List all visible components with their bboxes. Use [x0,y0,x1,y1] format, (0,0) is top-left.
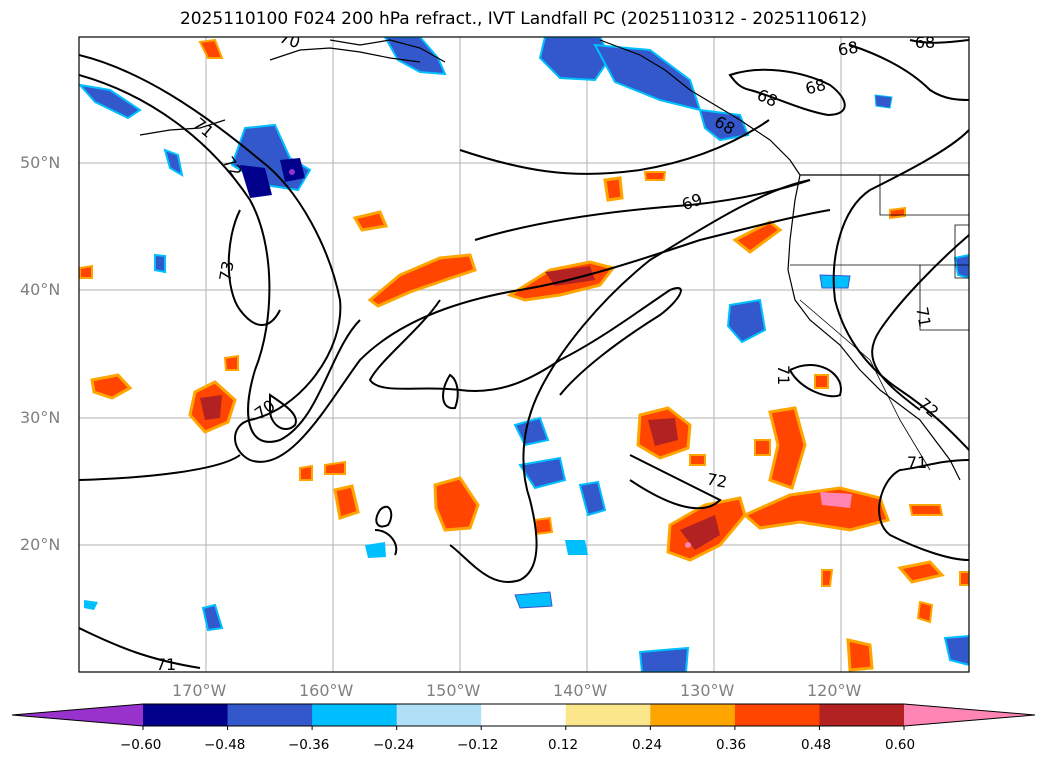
lat-label-30: 30°N [20,408,61,427]
contour-label: 70 [277,27,303,52]
contour-label: 71 [912,305,934,328]
colorbar-segment [396,704,482,726]
lon-label-140w: 140°W [553,681,608,700]
lat-label-40: 40°N [20,280,61,299]
colorbar [11,703,1036,730]
colorbar-segment [143,704,229,726]
colorbar-tick-label: 0.60 [885,737,916,753]
contour-label: 68 [803,75,828,99]
colorbar-tick-label: 0.24 [632,737,663,753]
colorbar-segment [312,704,398,726]
lon-label-170w: 170°W [172,681,227,700]
contour-label: 71 [907,453,927,472]
contour-label: 69 [679,189,705,214]
contour-label: 73 [215,259,237,282]
contour-label: 72 [705,469,728,491]
lon-label-130w: 130°W [680,681,735,700]
colorbar-extend-max [904,704,1035,726]
colorbar-tick-label: 0.48 [801,737,832,753]
contour-label: 71 [774,365,793,385]
positive-anomaly-shading [79,38,969,672]
colorbar-tick-label: −0.60 [120,737,162,753]
colorbar-segment [819,704,905,726]
contour-label: 71 [156,655,176,674]
lat-label-20: 20°N [20,535,61,554]
contour-label: 68 [836,37,859,59]
colorbar-segment [734,704,820,726]
plot-frame [78,36,970,673]
lon-label-150w: 150°W [426,681,481,700]
colorbar-segment [650,704,736,726]
colorbar-extend-min [12,704,143,726]
contour-label: 72 [915,394,943,422]
colorbar-segment [227,704,313,726]
lon-label-160w: 160°W [299,681,354,700]
lon-label-120w: 120°W [807,681,862,700]
colorbar-tick-label: −0.12 [457,737,499,753]
contour-label: 68 [754,85,780,111]
colorbar-tick-label: 0.12 [548,737,579,753]
lat-label-50: 50°N [20,153,61,172]
refractivity-contours [79,39,969,669]
colorbar-tick-label: −0.36 [288,737,330,753]
colorbar-segment [481,704,567,726]
contour-label-top-right: 68 [915,33,935,52]
colorbar-tick-label: −0.24 [373,737,415,753]
colorbar-segment [565,704,651,726]
negative-anomaly-shading [79,37,969,672]
map-title: 2025110100 F024 200 hPa refract., IVT La… [179,9,867,29]
colorbar-tick-label: −0.48 [204,737,246,753]
colorbar-tick-label: 0.36 [716,737,747,753]
